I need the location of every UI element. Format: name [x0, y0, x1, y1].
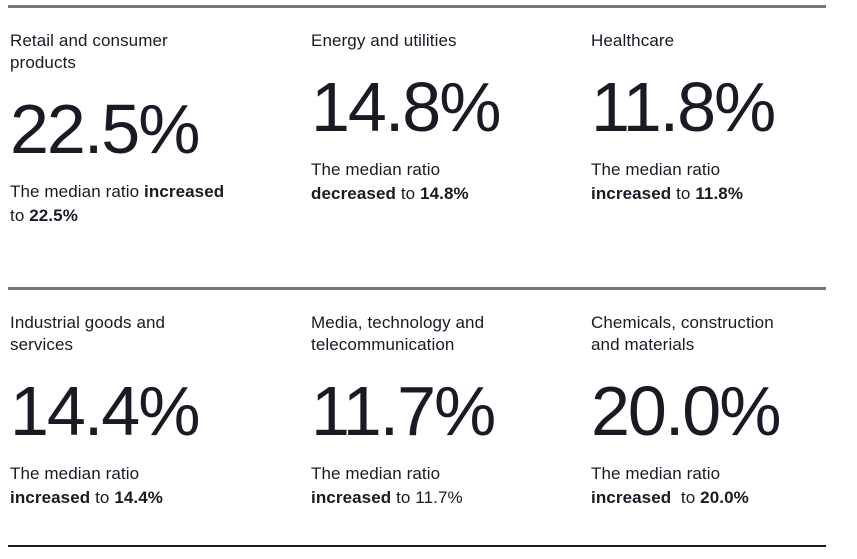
card-description: The median ratio decreased to 14.8% [311, 160, 469, 203]
emphasis-text: 22.5% [29, 206, 78, 225]
stat-card: Media, technology and telecommunication … [311, 290, 591, 510]
card-description: The median ratio increased to 20.0% [591, 464, 749, 507]
emphasis-text: increased [591, 184, 672, 203]
emphasis-text: decreased [311, 184, 397, 203]
card-value: 14.4% [10, 372, 200, 450]
stat-card: Chemicals, construction and materials 20… [591, 290, 826, 510]
emphasis-text: increased [311, 488, 392, 507]
card-value: 20.0% [591, 372, 781, 450]
card-description: The median ratio increased to 14.4% [10, 464, 164, 507]
emphasis-text: 11.8% [695, 184, 744, 203]
card-value: 14.8% [311, 68, 501, 146]
median-ratio-infographic: Retail and consumer products 22.5% The m… [0, 5, 857, 559]
card-value: 11.7% [311, 372, 496, 450]
card-description: The median ratio increased to 11.8% [591, 160, 744, 203]
emphasis-text: 14.4% [114, 488, 164, 507]
card-title: Industrial goods and services [10, 313, 166, 354]
stats-grid-row-1: Retail and consumer products 22.5% The m… [10, 8, 826, 287]
emphasis-text: increased [591, 488, 672, 507]
emphasis-text: increased [144, 182, 225, 201]
stat-card: Healthcare 11.8% The median ratio increa… [591, 8, 826, 206]
emphasis-text: 14.8% [420, 184, 469, 203]
stats-grid-row-2: Industrial goods and services 14.4% The … [10, 290, 826, 545]
card-description: The median ratio increased to 22.5% [10, 182, 225, 225]
card-description: The median ratio increased to 11.7% [311, 464, 463, 507]
card-title: Energy and utilities [311, 31, 457, 50]
emphasis-text: increased [10, 488, 91, 507]
stat-card: Retail and consumer products 22.5% The m… [10, 8, 311, 228]
card-title: Healthcare [591, 31, 675, 50]
card-title: Retail and consumer products [10, 31, 168, 72]
card-value: 11.8% [591, 68, 776, 146]
card-title: Media, technology and telecommunication [311, 313, 485, 354]
stat-card: Energy and utilities 14.8% The median ra… [311, 8, 591, 206]
bottom-divider [8, 545, 826, 547]
stat-card: Industrial goods and services 14.4% The … [10, 290, 311, 510]
card-value: 22.5% [10, 90, 200, 168]
top-divider [8, 5, 826, 8]
middle-divider [8, 287, 826, 290]
card-title: Chemicals, construction and materials [591, 313, 774, 354]
emphasis-text: 20.0% [700, 488, 749, 507]
